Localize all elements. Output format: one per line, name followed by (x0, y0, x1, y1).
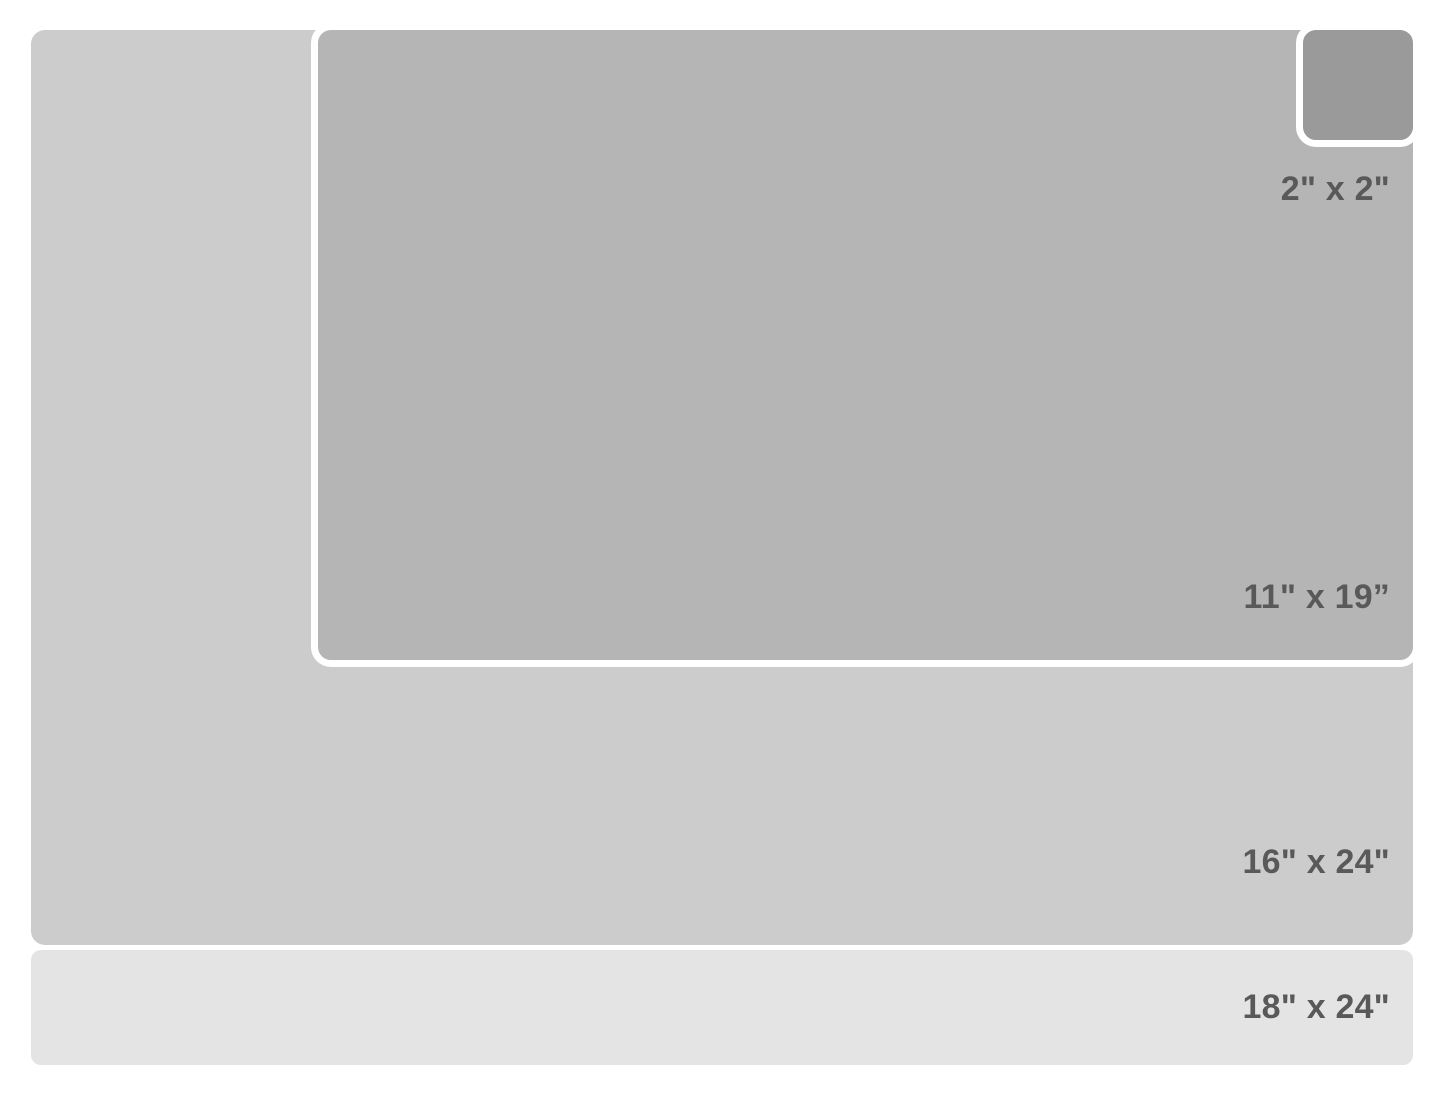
size-label-16x24: 16" x 24" (1242, 843, 1390, 881)
size-swatch-11x19[interactable] (311, 23, 1420, 667)
size-swatch-18x24[interactable] (31, 950, 1413, 1065)
size-label-11x19: 11" x 19” (1243, 578, 1390, 616)
size-label-18x24: 18" x 24" (1242, 988, 1390, 1026)
size-swatch-2x2[interactable] (1296, 23, 1420, 147)
size-label-2x2: 2" x 2" (1280, 170, 1390, 208)
